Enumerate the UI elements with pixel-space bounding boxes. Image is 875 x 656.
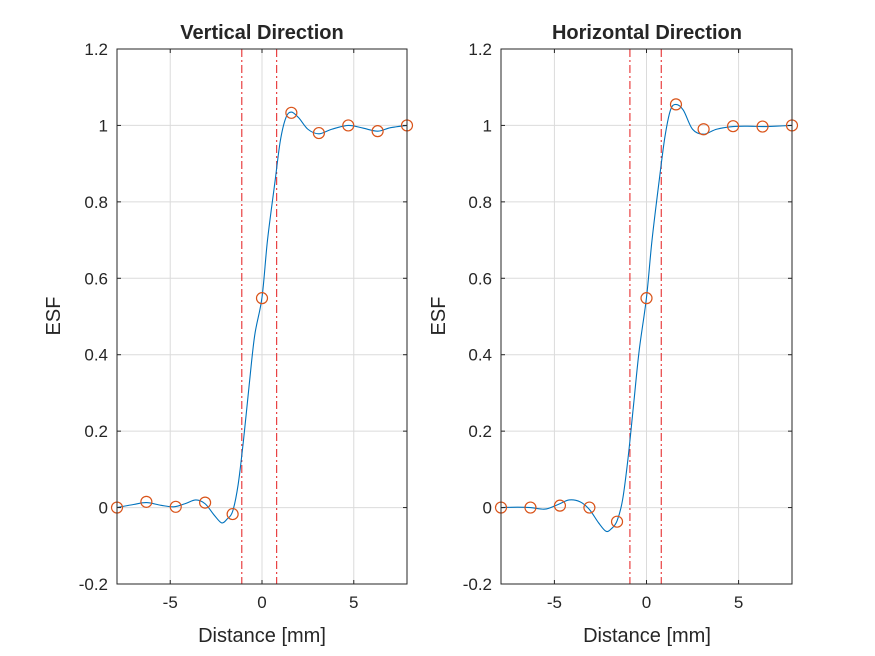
ytick-label: 0.8 <box>84 193 108 212</box>
sample-marker <box>140 495 153 508</box>
sample-marker <box>371 125 384 138</box>
sample-marker <box>640 292 653 305</box>
sample-marker <box>697 123 710 136</box>
y-axis-label-vertical: ESF <box>43 297 65 336</box>
chart-title-vertical: Vertical Direction <box>180 22 343 44</box>
esf-curve-line <box>116 111 408 524</box>
sample-marker <box>285 106 298 119</box>
xtick-labels-horizontal: -5 0 5 <box>547 593 743 612</box>
sample-marker <box>342 119 355 132</box>
x-axis-label-horizontal: Distance [mm] <box>583 625 711 647</box>
ytick-label: 1 <box>99 116 108 135</box>
sample-marker <box>524 501 537 514</box>
ytick-label: 0 <box>483 499 492 518</box>
ytick-label: 1 <box>483 116 492 135</box>
esf-curve-horizontal <box>500 103 793 533</box>
sample-marker <box>226 507 239 521</box>
panel-vertical: -0.2 0 0.2 0.4 0.6 0.8 1 1.2 -5 0 5 Vertical Dire… <box>43 22 414 647</box>
ytick-label: 1.2 <box>468 40 492 59</box>
y-axis-label-horizontal: ESF <box>428 297 450 336</box>
xtick-label: 5 <box>349 593 358 612</box>
ytick-label: 0.8 <box>468 193 492 212</box>
chart-title-horizontal: Horizontal Direction <box>552 22 742 44</box>
grid-horizontal <box>501 49 792 584</box>
sample-marker <box>726 120 740 133</box>
panel-horizontal: -0.2 0 0.2 0.4 0.6 0.8 1 1.2 -5 0 5 Horizontal Di… <box>428 22 799 647</box>
ytick-label: 0.4 <box>468 346 492 365</box>
ytick-label: 0.6 <box>468 269 492 288</box>
sample-marker <box>610 515 624 528</box>
sample-marker <box>756 120 769 133</box>
ytick-label: 0 <box>99 499 108 518</box>
ytick-label: 1.2 <box>84 40 108 59</box>
esf-curve-vertical <box>116 111 408 524</box>
ytick-label: 0.4 <box>84 346 108 365</box>
grid-vertical <box>117 49 407 584</box>
sample-marker <box>312 126 325 140</box>
xtick-label: -5 <box>163 593 178 612</box>
esf-curve-line <box>500 103 793 533</box>
xtick-label: 0 <box>642 593 651 612</box>
sample-marker <box>255 292 269 305</box>
axes-box-vertical <box>116 48 408 585</box>
xtick-label: -5 <box>547 593 562 612</box>
x-axis-label-vertical: Distance [mm] <box>198 625 326 647</box>
sample-marker <box>553 499 567 512</box>
ytick-labels-vertical: -0.2 0 0.2 0.4 0.6 0.8 1 1.2 <box>79 40 108 594</box>
ytick-label: -0.2 <box>79 575 108 594</box>
xtick-label: 5 <box>734 593 743 612</box>
sample-marker <box>199 496 212 509</box>
ytick-label: 0.2 <box>468 422 492 441</box>
edge-lines-vertical <box>241 49 278 584</box>
sample-marker <box>669 98 683 111</box>
ytick-label: 0.6 <box>84 269 108 288</box>
xtick-label: 0 <box>257 593 266 612</box>
sample-marker <box>169 500 182 513</box>
xtick-labels-vertical: -5 0 5 <box>163 593 359 612</box>
sample-marker <box>583 501 596 514</box>
ytick-label: -0.2 <box>463 575 492 594</box>
ytick-label: 0.2 <box>84 422 108 441</box>
axes-box-horizontal <box>500 48 793 585</box>
ytick-labels-horizontal: -0.2 0 0.2 0.4 0.6 0.8 1 1.2 <box>463 40 492 594</box>
edge-lines-horizontal <box>629 49 662 584</box>
